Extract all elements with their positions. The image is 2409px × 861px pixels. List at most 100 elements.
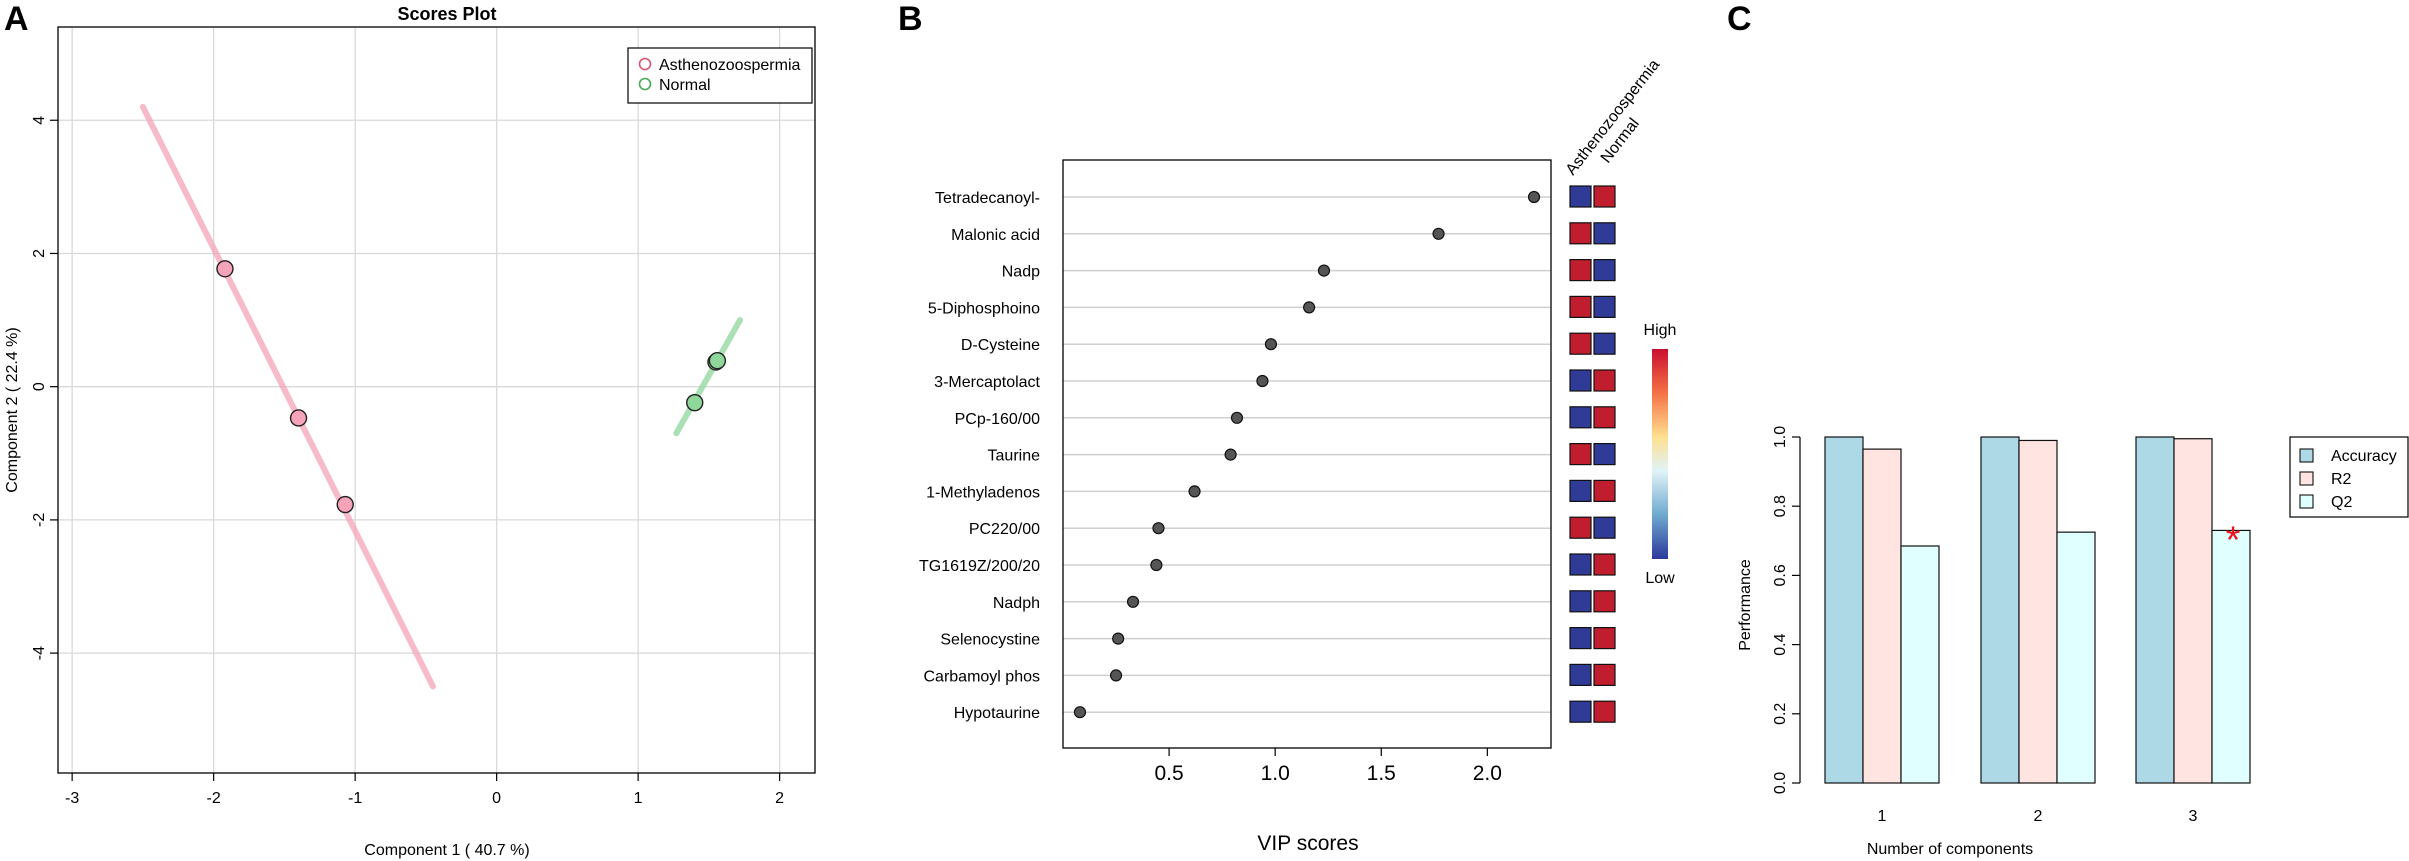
heat-square-normal	[1593, 369, 1616, 392]
heat-square-normal	[1593, 259, 1616, 282]
legend: Asthenozoospermia Normal	[627, 47, 813, 104]
heat-square-normal	[1593, 443, 1616, 466]
x-axis-label: Component 1 ( 40.7 %)	[364, 842, 529, 859]
panel-label-a: A	[4, 0, 29, 38]
y-tick-label: 4	[31, 116, 48, 125]
heat-square-normal	[1593, 406, 1616, 429]
panel-label-b: B	[898, 0, 923, 38]
panel-b-vip-scores: B Tetradecanoyl- Malonic acid Nadp 5-Diphos…	[898, 0, 1676, 855]
heat-square-asthenozoospermia	[1569, 626, 1592, 650]
score-point-normal	[686, 393, 704, 412]
performance-legend-entries: Accuracy R2 Q2	[2299, 448, 2397, 511]
score-points	[216, 260, 727, 514]
panel-a-scores-plot: A Scores Plot -3 -2 -1 0 1 2 -4 -2 0 2 4 Componen…	[4, 0, 816, 859]
colorbar: High Low	[1644, 322, 1677, 587]
plot-frame	[57, 26, 816, 774]
vip-x-axis-label: VIP scores	[1257, 832, 1358, 855]
bar-r2-2	[2018, 439, 2058, 784]
heat-square-normal	[1593, 700, 1616, 723]
heat-square-asthenozoospermia	[1569, 663, 1592, 687]
vip-feature-label: Malonic acid	[951, 227, 1040, 244]
score-point-asthenozoospermia	[336, 495, 354, 514]
heat-square-normal	[1593, 590, 1616, 613]
vip-score-point	[1224, 448, 1237, 461]
bar-accuracy-3	[2135, 436, 2175, 784]
performance-y-tick-label: 0.0	[1772, 772, 1789, 794]
vip-score-point	[1264, 338, 1278, 351]
scores-plot-title: Scores Plot	[397, 4, 496, 24]
legend-entry-normal: Normal	[659, 77, 711, 94]
performance-legend: Accuracy R2 Q2	[2289, 436, 2409, 518]
x-tick-label: -3	[65, 790, 79, 807]
vip-score-point	[1256, 374, 1269, 388]
vip-feature-label: 3-Mercaptolact	[934, 374, 1040, 391]
legend-marker-normal	[638, 77, 652, 91]
vip-feature-label: PC220/00	[969, 521, 1040, 538]
heat-square-asthenozoospermia	[1569, 479, 1592, 502]
confidence-ellipse-asthenozoospermia	[139, 103, 436, 690]
y-tick-label: -4	[31, 646, 48, 660]
bar-q2-2	[2056, 531, 2096, 784]
heat-square-normal	[1593, 185, 1616, 208]
heat-square-normal	[1593, 222, 1616, 245]
performance-y-tick-label: 0.4	[1772, 633, 1789, 655]
bar-r2-3	[2173, 438, 2213, 784]
vip-x-tick-label: 1.0	[1261, 762, 1290, 785]
x-tick-label: -1	[348, 790, 362, 807]
heat-square-normal	[1593, 295, 1616, 318]
vip-score-point	[1230, 411, 1244, 424]
x-tick-label: 0	[492, 790, 501, 807]
performance-x-tick-label: 2	[2034, 808, 2043, 825]
legend-swatch-r2	[2299, 471, 2314, 486]
legend-entry-r2: R2	[2331, 471, 2352, 488]
vip-score-point	[1317, 264, 1331, 277]
legend-entry-q2: Q2	[2331, 494, 2352, 511]
heat-square-asthenozoospermia	[1569, 553, 1592, 576]
vip-score-point	[1109, 669, 1123, 682]
heat-square-asthenozoospermia	[1569, 516, 1592, 539]
vip-score-point	[1527, 190, 1541, 204]
performance-x-tick-label: 1	[1878, 808, 1887, 825]
grid-lines	[58, 27, 815, 773]
colorbar-low-label: Low	[1645, 570, 1675, 587]
performance-y-axis-label: Performance	[1737, 559, 1754, 651]
vip-score-point	[1150, 558, 1163, 572]
vip-score-point	[1303, 301, 1316, 314]
vip-feature-label: 5-Diphosphoino	[928, 300, 1040, 317]
vip-x-tick-label: 0.5	[1154, 762, 1183, 785]
performance-x-tick-label: 3	[2189, 808, 2198, 825]
y-tick-label: 0	[31, 382, 48, 391]
vip-score-point	[1126, 595, 1140, 608]
legend-entry-asthenozoospermia: Asthenozoospermia	[659, 57, 801, 74]
performance-y-tick-label: 0.6	[1772, 564, 1789, 586]
legend-marker-asthenozoospermia	[638, 57, 652, 71]
score-point-asthenozoospermia	[216, 260, 234, 278]
score-point-asthenozoospermia	[289, 409, 308, 427]
vip-feature-label: Tetradecanoyl-	[935, 190, 1040, 207]
score-point-normal	[708, 352, 727, 370]
legend-swatch-q2	[2299, 494, 2314, 509]
significance-star: *	[2226, 519, 2241, 561]
vip-score-point	[1112, 632, 1125, 645]
y-axis-label: Component 2 ( 22.4 %)	[4, 327, 21, 492]
vip-feature-label: Taurine	[988, 448, 1041, 465]
panel-label-c: C	[1727, 0, 1752, 38]
vip-plot-frame	[1062, 159, 1552, 749]
vip-x-tick-label: 1.5	[1367, 762, 1396, 785]
vip-score-point	[1188, 485, 1201, 498]
performance-y-tick-label: 1.0	[1772, 426, 1789, 448]
colorbar-high-label: High	[1644, 322, 1677, 339]
heat-square-normal	[1593, 663, 1616, 687]
vip-feature-label: Carbamoyl phos	[924, 668, 1041, 685]
vip-score-point	[1432, 227, 1445, 240]
heat-square-normal	[1593, 626, 1616, 650]
vip-score-point	[1152, 522, 1165, 535]
vip-feature-label: D-Cysteine	[961, 337, 1040, 354]
x-tick-label: 1	[634, 790, 643, 807]
bar-q2-3	[2211, 529, 2251, 784]
confidence-ellipse-normal	[673, 317, 744, 437]
legend-entry-accuracy: Accuracy	[2331, 448, 2397, 465]
heat-square-asthenozoospermia	[1569, 332, 1592, 355]
colorbar-gradient	[1652, 349, 1668, 559]
legend-box	[627, 47, 813, 104]
